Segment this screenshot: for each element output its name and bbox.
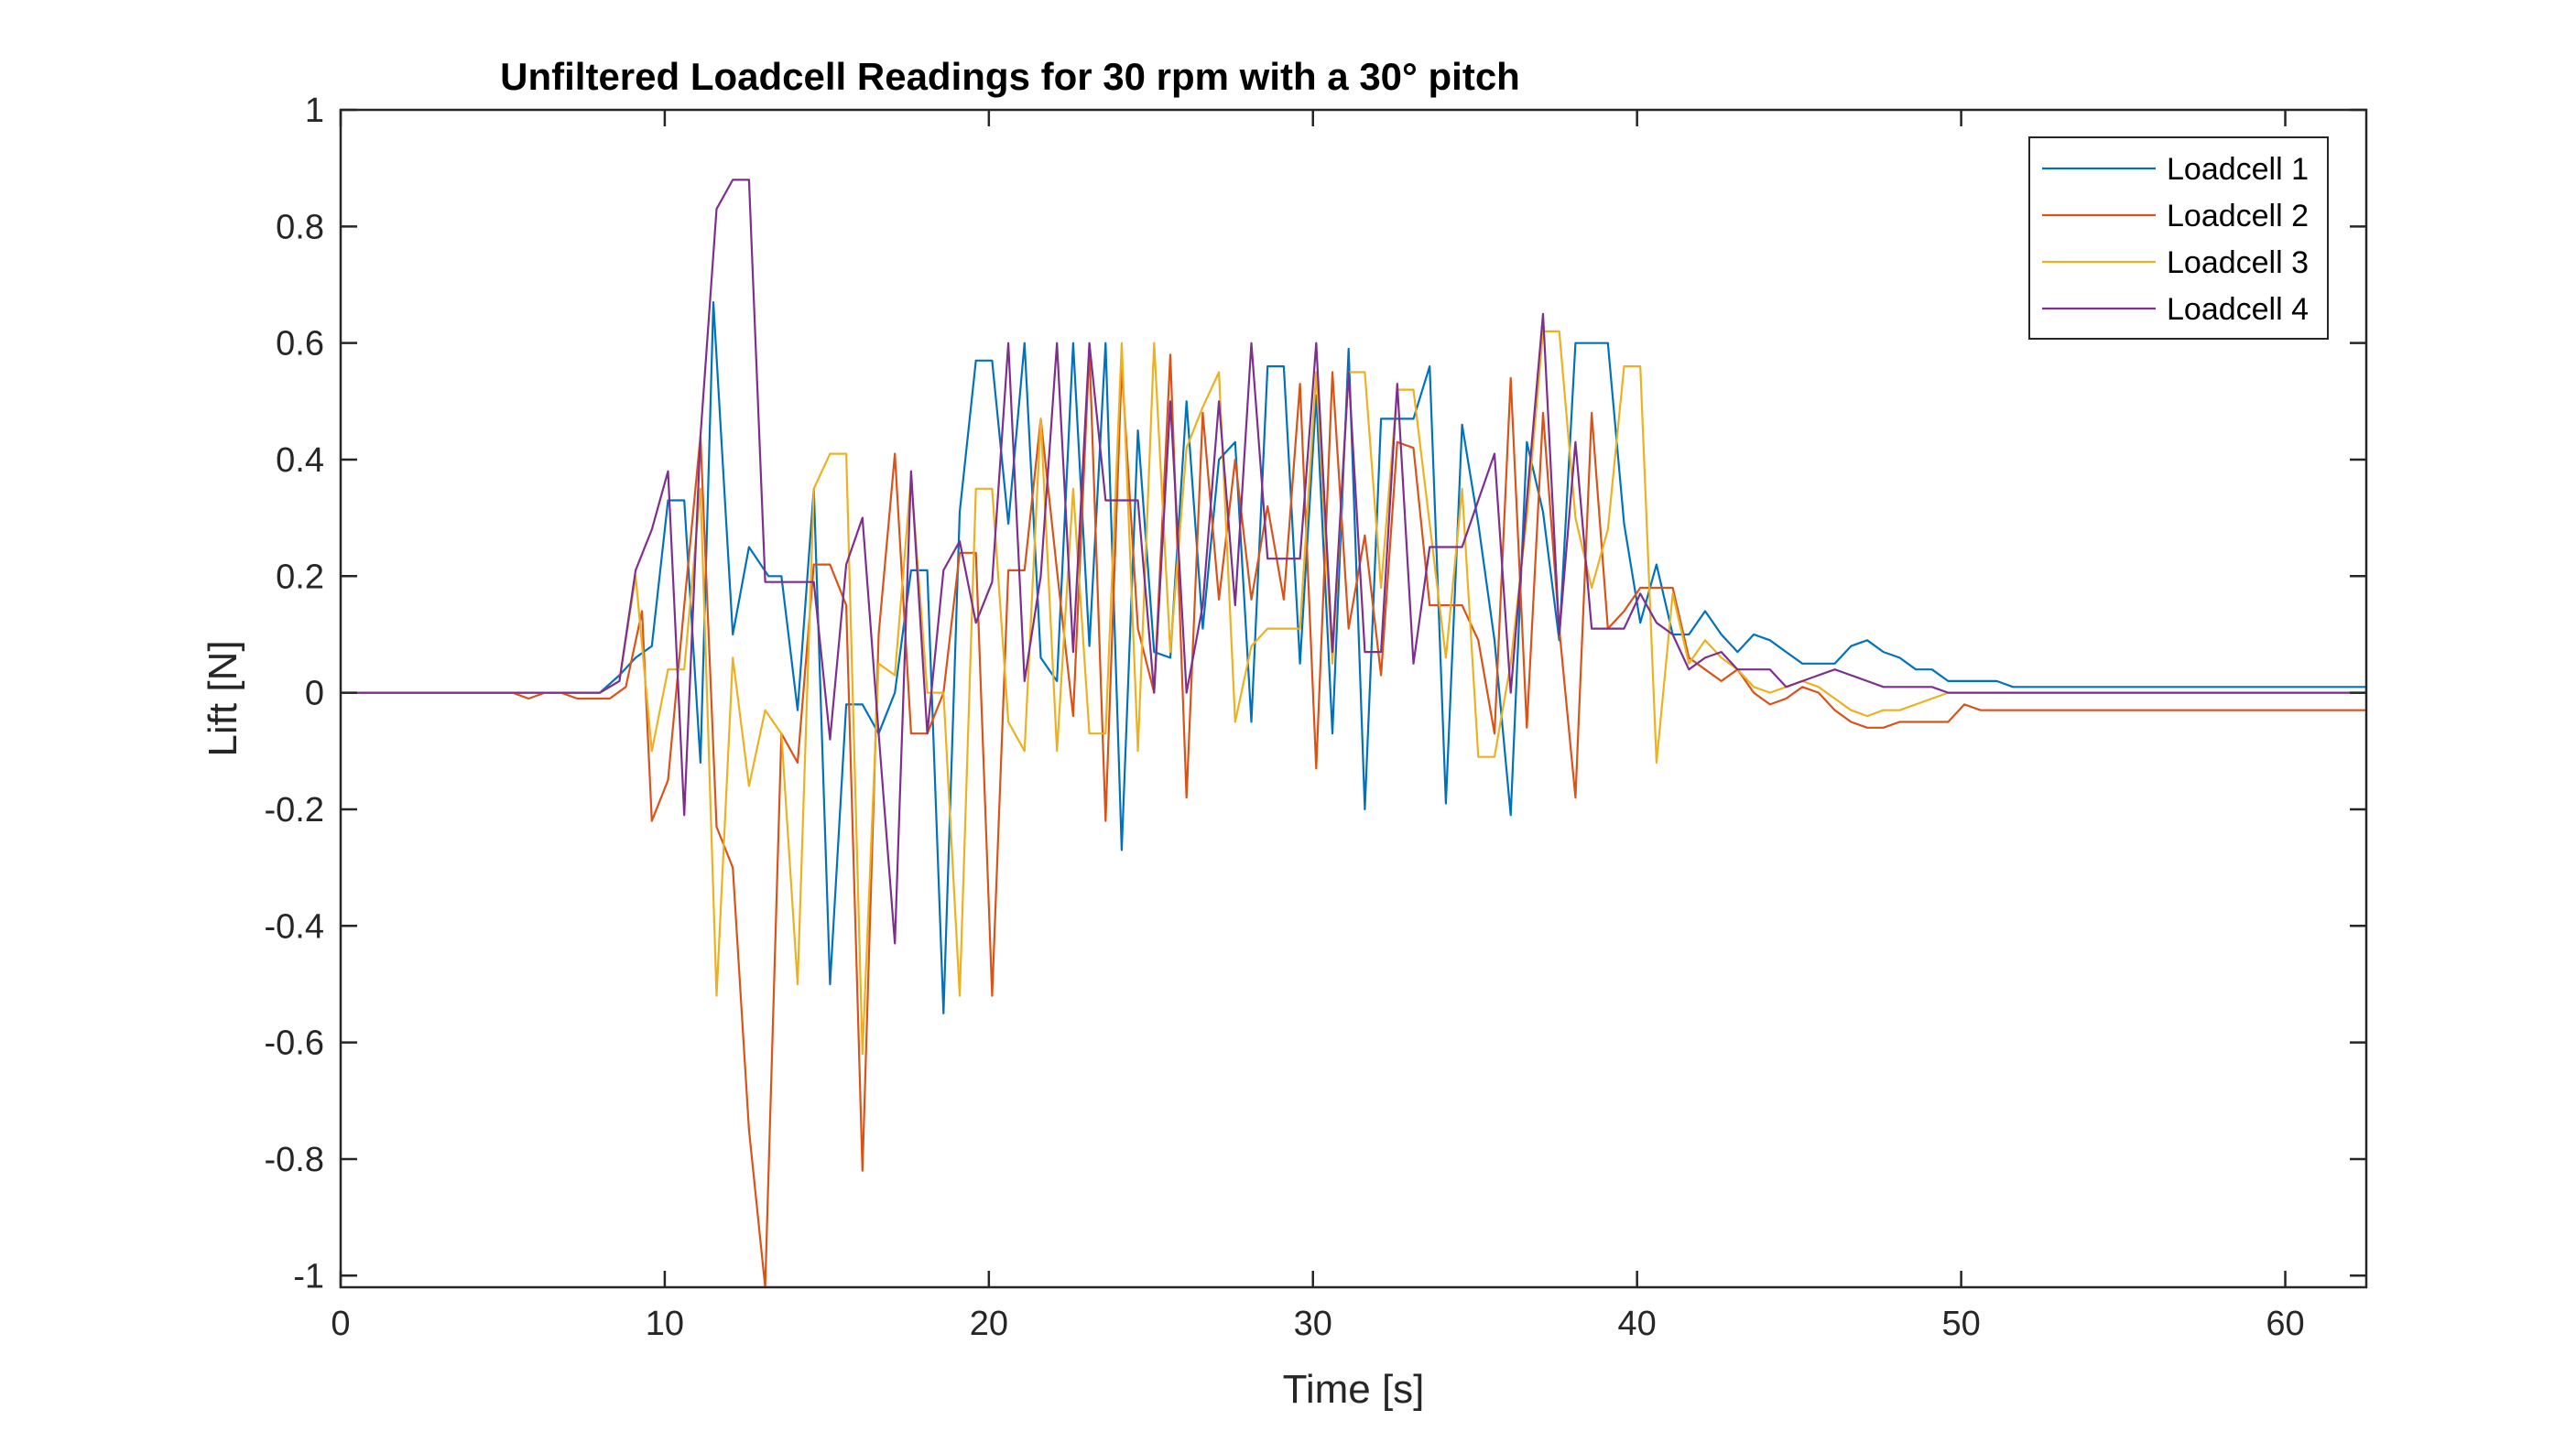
y-tick-label: 0 xyxy=(305,675,324,713)
chart-title: Unfiltered Loadcell Readings for 30 rpm … xyxy=(500,55,1520,98)
y-tick-label: -1 xyxy=(293,1257,324,1295)
x-tick-label: 50 xyxy=(1941,1305,1980,1343)
axes-layer xyxy=(339,108,2368,1289)
series-line-loadcell-2 xyxy=(341,347,2366,1289)
x-tick-label: 40 xyxy=(1618,1305,1657,1343)
legend: Loadcell 1 Loadcell 2 Loadcell 3 Loadcell 4 xyxy=(2028,136,2329,340)
legend-label-loadcell-4: Loadcell 4 xyxy=(2167,292,2309,327)
series-layer xyxy=(341,179,2366,1289)
series-line-loadcell-4 xyxy=(341,179,2366,945)
x-axis-ticks: 0 10 20 30 40 50 60 xyxy=(331,110,2305,1343)
y-axis-ticks: -1 -0.8 -0.6 -0.4 -0.2 0 0.2 0.4 0.6 0.8 1 xyxy=(265,92,2366,1295)
y-tick-label: -0.4 xyxy=(265,907,324,946)
y-tick-label: -0.6 xyxy=(265,1024,324,1063)
x-tick-label: 10 xyxy=(646,1305,684,1343)
legend-label-loadcell-1: Loadcell 1 xyxy=(2167,152,2309,187)
y-tick-label: 0.4 xyxy=(276,441,324,480)
x-tick-label: 30 xyxy=(1294,1305,1332,1343)
y-tick-label: 0.2 xyxy=(276,558,324,596)
legend-box xyxy=(2028,136,2329,340)
y-axis-label: Lift [N] xyxy=(201,640,245,756)
y-tick-label: -0.2 xyxy=(265,791,324,829)
series-line-loadcell-3 xyxy=(341,330,2366,1056)
series-line-loadcell-1 xyxy=(341,301,2366,1014)
legend-label-loadcell-3: Loadcell 3 xyxy=(2167,245,2309,280)
x-axis-label: Time [s] xyxy=(1283,1367,1425,1412)
x-tick-label: 0 xyxy=(331,1305,350,1343)
x-tick-label: 20 xyxy=(970,1305,1008,1343)
y-tick-label: 1 xyxy=(305,92,324,130)
y-tick-label: 0.8 xyxy=(276,208,324,246)
legend-label-loadcell-2: Loadcell 2 xyxy=(2167,199,2309,233)
y-tick-label: -0.8 xyxy=(265,1141,324,1179)
y-tick-label: 0.6 xyxy=(276,325,324,363)
x-tick-label: 60 xyxy=(2266,1305,2304,1343)
axes-box xyxy=(339,108,2368,1289)
